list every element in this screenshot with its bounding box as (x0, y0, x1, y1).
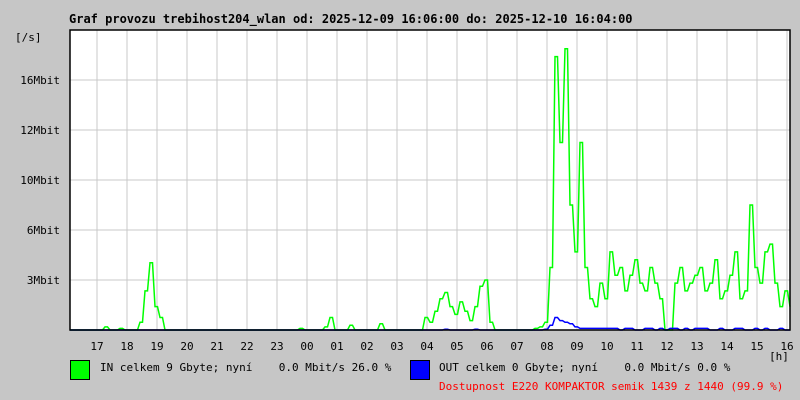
y-tick-label: 3Mbit (27, 274, 60, 287)
out-legend-swatch (410, 360, 430, 380)
x-tick-label: 02 (360, 340, 373, 353)
x-tick-label: 06 (480, 340, 493, 353)
x-axis-label: [h] (769, 350, 789, 363)
x-tick-label: 19 (150, 340, 163, 353)
x-tick-label: 10 (600, 340, 613, 353)
y-tick-label: 6Mbit (27, 224, 60, 237)
chart-title: Graf provozu trebihost204_wlan od: 2025-… (69, 12, 633, 26)
plot-border (69, 29, 791, 331)
x-tick-label: 15 (750, 340, 763, 353)
x-tick-label: 17 (90, 340, 103, 353)
x-tick-label: 18 (120, 340, 133, 353)
x-tick-label: 07 (510, 340, 523, 353)
y-tick-label: 12Mbit (20, 124, 60, 137)
x-tick-label: 08 (540, 340, 553, 353)
y-tick-label: 16Mbit (20, 74, 60, 87)
x-tick-label: 16 (780, 340, 793, 353)
availability-text: Dostupnost E220 KOMPAKTOR semik 1439 z 1… (439, 380, 784, 393)
x-tick-label: 11 (630, 340, 643, 353)
x-tick-label: 23 (270, 340, 283, 353)
y-tick-label: 10Mbit (20, 174, 60, 187)
x-tick-label: 20 (180, 340, 193, 353)
x-tick-label: 04 (420, 340, 434, 353)
x-tick-label: 05 (450, 340, 463, 353)
x-tick-label: 00 (300, 340, 313, 353)
in-legend-text: IN celkem 9 Gbyte; nyní 0.0 Mbit/s 26.0 … (100, 361, 392, 374)
x-tick-label: 13 (690, 340, 703, 353)
x-tick-label: 03 (390, 340, 403, 353)
out-legend-text: OUT celkem 0 Gbyte; nyní 0.0 Mbit/s 0.0 … (439, 361, 731, 374)
x-tick-label: 21 (210, 340, 223, 353)
x-tick-label: 14 (720, 340, 734, 353)
y-axis-label: [/s] (15, 31, 42, 44)
in-legend-swatch (70, 360, 90, 380)
x-tick-label: 12 (660, 340, 673, 353)
x-tick-label: 01 (330, 340, 343, 353)
x-tick-label: 22 (240, 340, 253, 353)
x-tick-label: 09 (570, 340, 583, 353)
